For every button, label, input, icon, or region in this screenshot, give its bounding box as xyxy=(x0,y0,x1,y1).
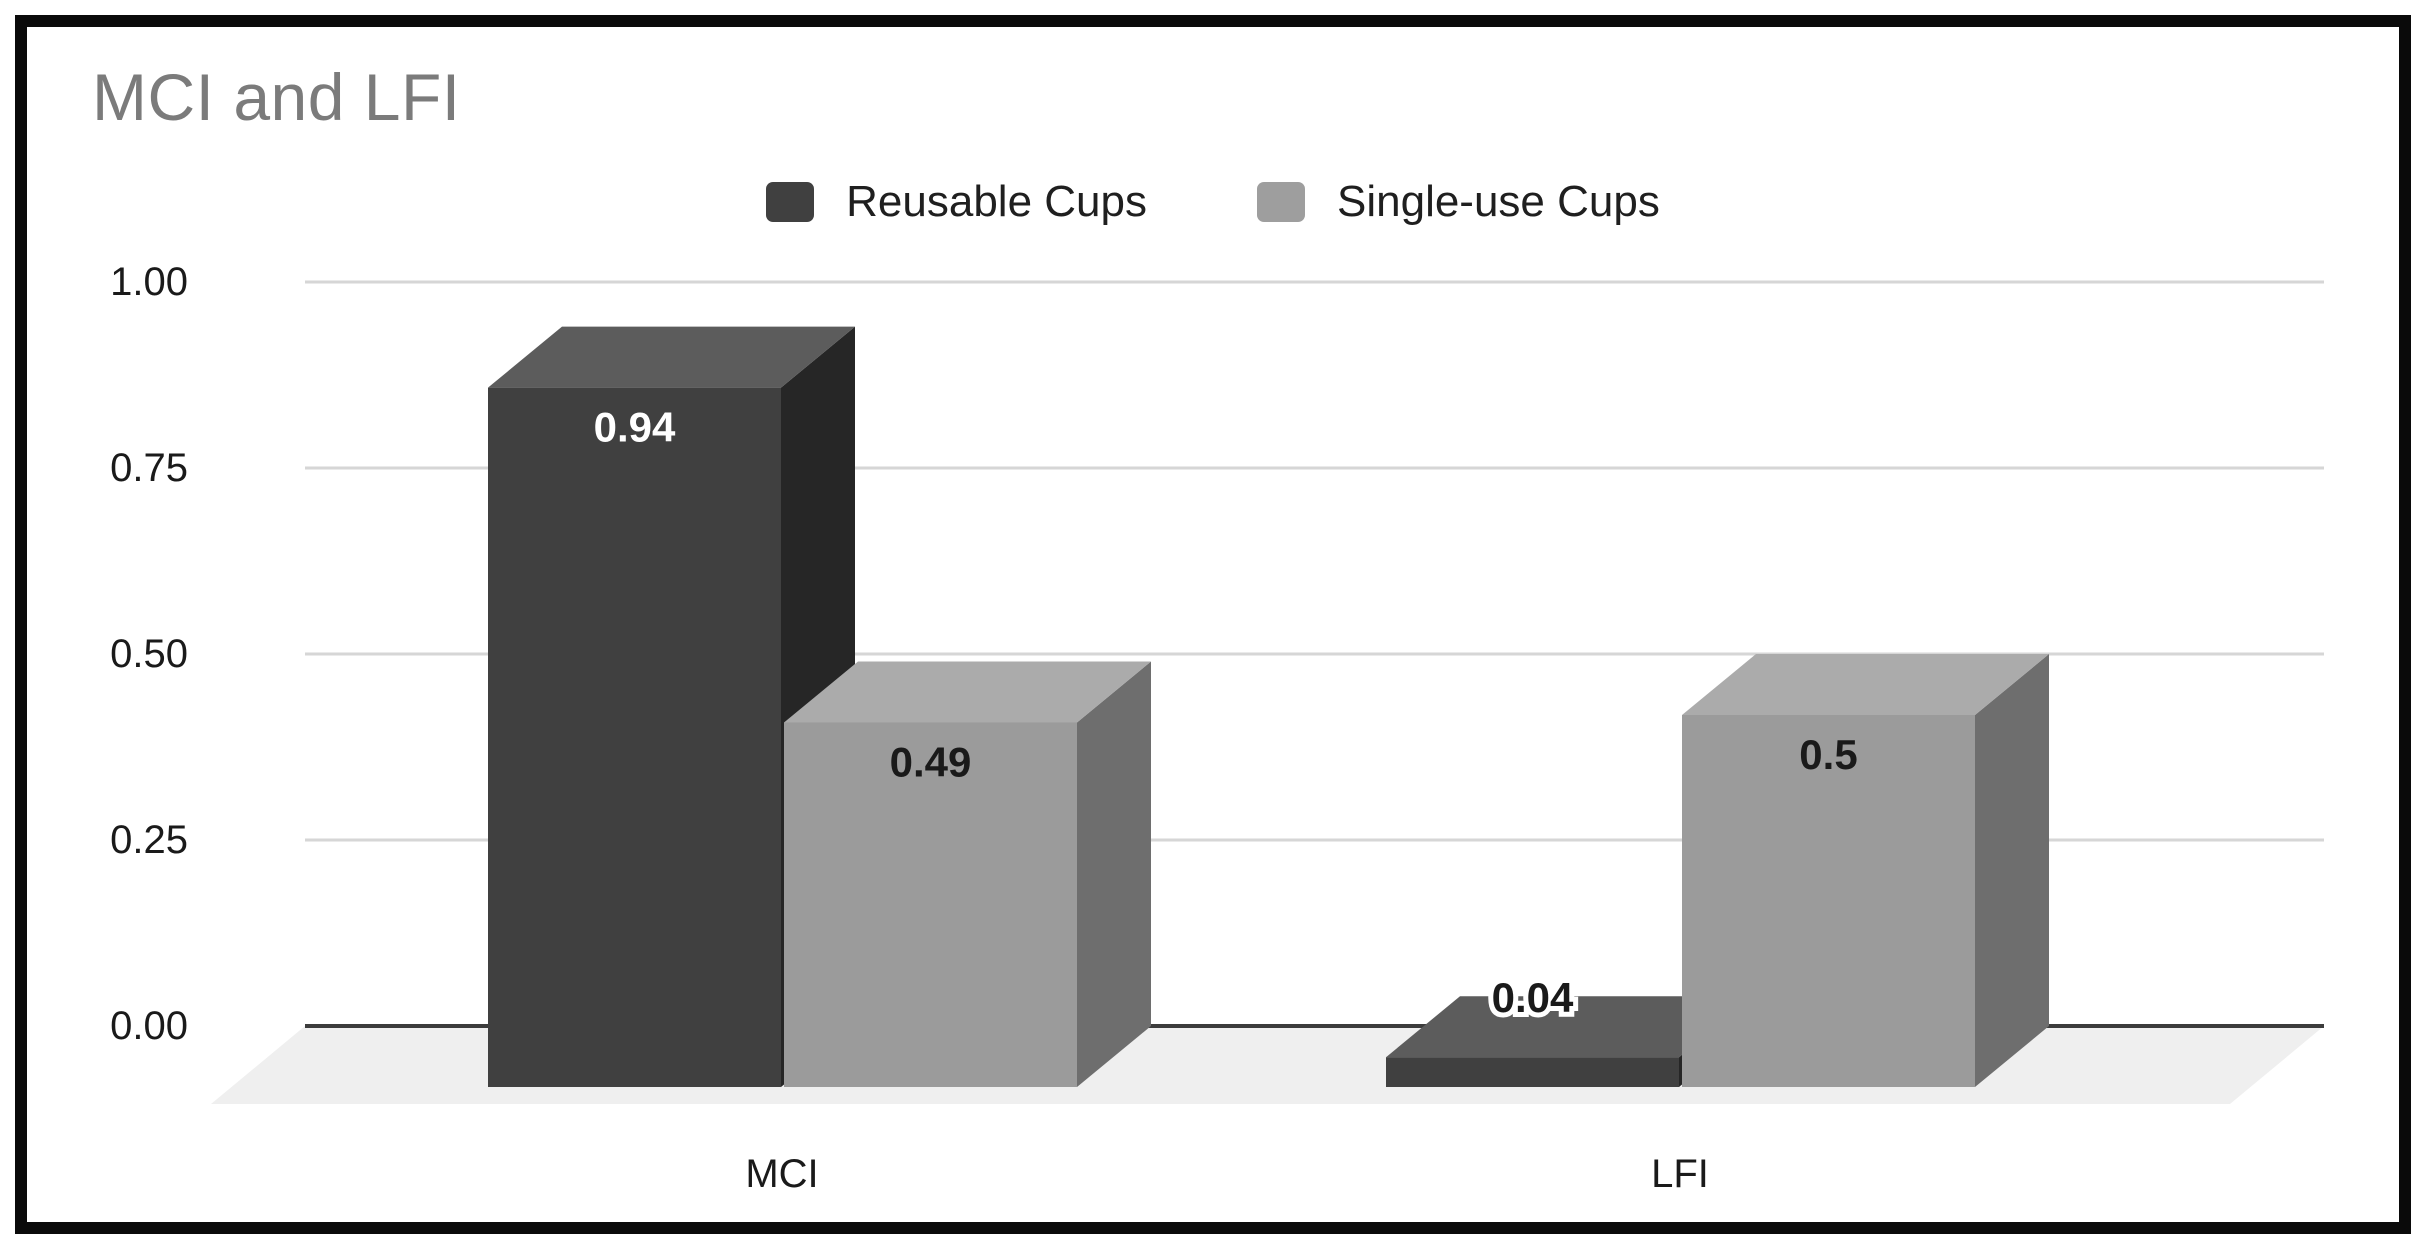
bar-mci-single-use-cups-value-label: 0.49 xyxy=(890,738,972,785)
bar-mci-reusable-cups-top xyxy=(488,326,855,388)
bar-mci-single-use-cups-front xyxy=(784,722,1077,1087)
bar-lfi-reusable-cups-value-label: 0.04 xyxy=(1492,974,1574,1021)
single-use-cups-swatch-icon xyxy=(1257,182,1305,222)
bar-mci-reusable-cups-front xyxy=(488,387,781,1087)
bar-mci-single-use-cups-side xyxy=(1077,661,1151,1087)
y-axis-tick-1-00: 1.00 xyxy=(110,260,188,304)
category-label-mci: MCI xyxy=(745,1152,819,1196)
bar-lfi-reusable-cups-top xyxy=(1386,996,1753,1058)
bar-lfi-single-use-cups-top xyxy=(1682,654,2049,715)
legend-label-single-use-cups: Single-use Cups xyxy=(1337,177,1660,226)
y-axis-tick-0-50: 0.50 xyxy=(110,632,188,676)
reusable-cups-swatch-icon xyxy=(766,182,815,222)
bar-lfi-single-use-cups-side xyxy=(1975,654,2049,1087)
bar-mci-single-use-cups-top xyxy=(784,661,1151,723)
legend: Reusable Cups Single-use Cups xyxy=(0,172,2426,232)
legend-item-reusable-cups: Reusable Cups xyxy=(766,177,1147,227)
bar-lfi-reusable-cups-front xyxy=(1386,1057,1679,1087)
category-label-lfi: LFI xyxy=(1651,1152,1709,1196)
y-axis-tick-0-75: 0.75 xyxy=(110,446,188,490)
legend-label-reusable-cups: Reusable Cups xyxy=(846,177,1147,226)
y-axis-tick-0-25: 0.25 xyxy=(110,818,188,862)
bar-mci-reusable-cups-value-label: 0.94 xyxy=(594,404,676,451)
bar-lfi-single-use-cups-front xyxy=(1682,715,1975,1087)
bar-lfi-single-use-cups-value-label: 0.5 xyxy=(1799,731,1857,778)
chart-title: MCI and LFI xyxy=(92,60,461,134)
y-axis-tick-0-00: 0.00 xyxy=(110,1004,188,1048)
legend-item-single-use-cups: Single-use Cups xyxy=(1257,177,1660,227)
